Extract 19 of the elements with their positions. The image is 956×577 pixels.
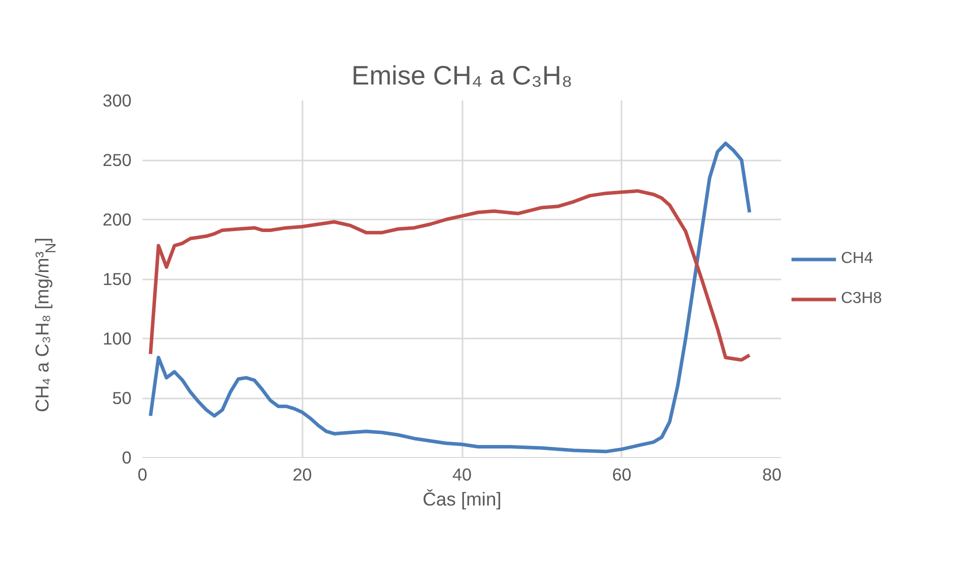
y-tick-label: 50 xyxy=(112,388,132,408)
chart-title: Emise CH₄ a C₃H₈ xyxy=(352,60,572,90)
x-tick-label: 60 xyxy=(612,464,632,484)
legend-label: CH4 xyxy=(841,250,874,268)
x-tick-label: 20 xyxy=(292,464,312,484)
line-series xyxy=(148,142,752,454)
y-tick-label: 200 xyxy=(102,210,132,230)
y-tick-label: 0 xyxy=(122,448,132,468)
x-tick-label: 80 xyxy=(762,464,782,484)
y-tick-label: 150 xyxy=(102,269,132,289)
x-tick-label: 40 xyxy=(452,464,472,484)
y-tick-label: 250 xyxy=(102,150,132,170)
legend-label: C3H8 xyxy=(841,290,882,308)
x-tick-label: 0 xyxy=(138,464,148,484)
y-tick-label: 100 xyxy=(102,328,132,348)
x-axis-title: Čas [min] xyxy=(422,488,502,510)
y-tick-label: 300 xyxy=(102,90,132,110)
y-axis-title: CH₄ a C₃H₈ [mg/m³N] xyxy=(32,238,60,412)
line-series xyxy=(148,189,752,362)
